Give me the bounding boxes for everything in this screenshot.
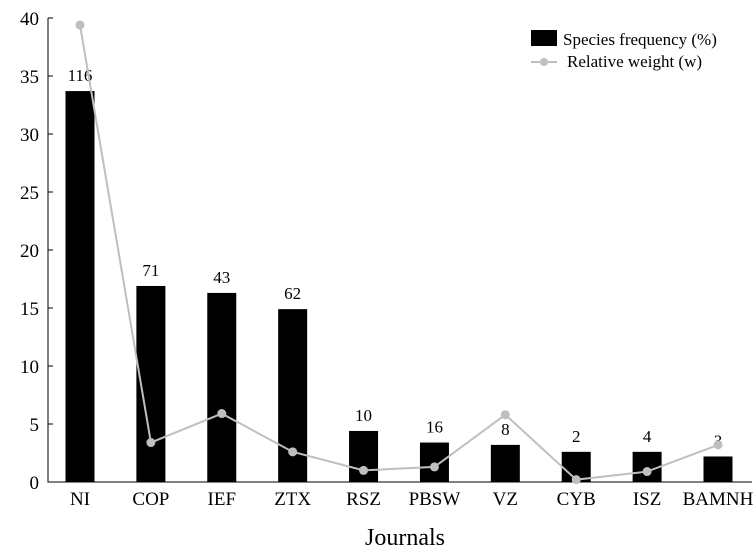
- x-tick-label: IEF: [208, 489, 237, 510]
- x-tick-label: RSZ: [346, 489, 381, 510]
- x-tick-label: BAMNH: [683, 489, 754, 510]
- y-tick-label: 40: [20, 9, 39, 30]
- legend-line-label: Relative weight (w): [567, 52, 702, 71]
- y-tick-label: 35: [20, 67, 39, 88]
- y-tick-label: 15: [20, 299, 39, 320]
- legend-bar-swatch: [531, 30, 557, 46]
- x-tick-label: PBSW: [409, 489, 461, 510]
- bar-count-label: 43: [213, 268, 230, 287]
- bar-bamnh: [703, 456, 733, 482]
- y-tick-label: 25: [20, 183, 39, 204]
- bar-count-label: 116: [68, 66, 93, 85]
- x-tick-label: VZ: [493, 489, 518, 510]
- relative-weight-point: [75, 20, 85, 30]
- y-axis-ticks: 0 5 10 15 20 25 30 35 40: [20, 9, 53, 494]
- relative-weight-point: [642, 467, 652, 477]
- bar-pbsw: [419, 442, 449, 482]
- relative-weight-point: [429, 462, 439, 472]
- relative-weight-point: [571, 475, 581, 485]
- x-axis-ticks: NI COP IEF ZTX RSZ PBSW VZ CYB ISZ BAMNH: [70, 489, 754, 510]
- legend-line-marker: [540, 58, 548, 66]
- relative-weight-point: [500, 410, 510, 420]
- bar-ief: [207, 292, 237, 482]
- y-tick-label: 5: [30, 415, 40, 436]
- x-tick-label: COP: [132, 489, 169, 510]
- bar-count-label: 62: [284, 284, 301, 303]
- bar-count-label: 2: [572, 427, 581, 446]
- y-tick-label: 20: [20, 241, 39, 262]
- x-tick-label: CYB: [557, 489, 596, 510]
- bar-ni: [65, 91, 95, 482]
- bar-count-label: 8: [501, 420, 510, 439]
- relative-weight-point: [713, 440, 723, 450]
- bar-count-label: 10: [355, 406, 372, 425]
- x-tick-label: ISZ: [633, 489, 662, 510]
- y-tick-label: 10: [20, 357, 39, 378]
- x-axis-label: Journals: [365, 525, 445, 548]
- y-tick-label: 0: [30, 473, 40, 494]
- relative-weight-line: [75, 20, 723, 485]
- bars: [65, 91, 733, 482]
- bar-count-label: 16: [426, 418, 443, 437]
- legend-bar-label: Species frequency (%): [563, 30, 717, 49]
- bar-count-label: 71: [142, 261, 159, 280]
- bar-vz: [490, 444, 520, 482]
- relative-weight-point: [288, 447, 298, 457]
- x-tick-label: ZTX: [274, 489, 311, 510]
- y-tick-label: 30: [20, 125, 39, 146]
- x-tick-label: NI: [70, 489, 90, 510]
- relative-weight-polyline: [79, 24, 719, 481]
- relative-weight-point: [359, 465, 369, 475]
- relative-weight-point: [146, 438, 156, 448]
- bar-count-label: 4: [643, 427, 652, 446]
- bar-labels: 11671436210168243: [68, 66, 723, 450]
- legend: Species frequency (%) Relative weight (w…: [531, 30, 717, 71]
- relative-weight-point: [217, 409, 227, 419]
